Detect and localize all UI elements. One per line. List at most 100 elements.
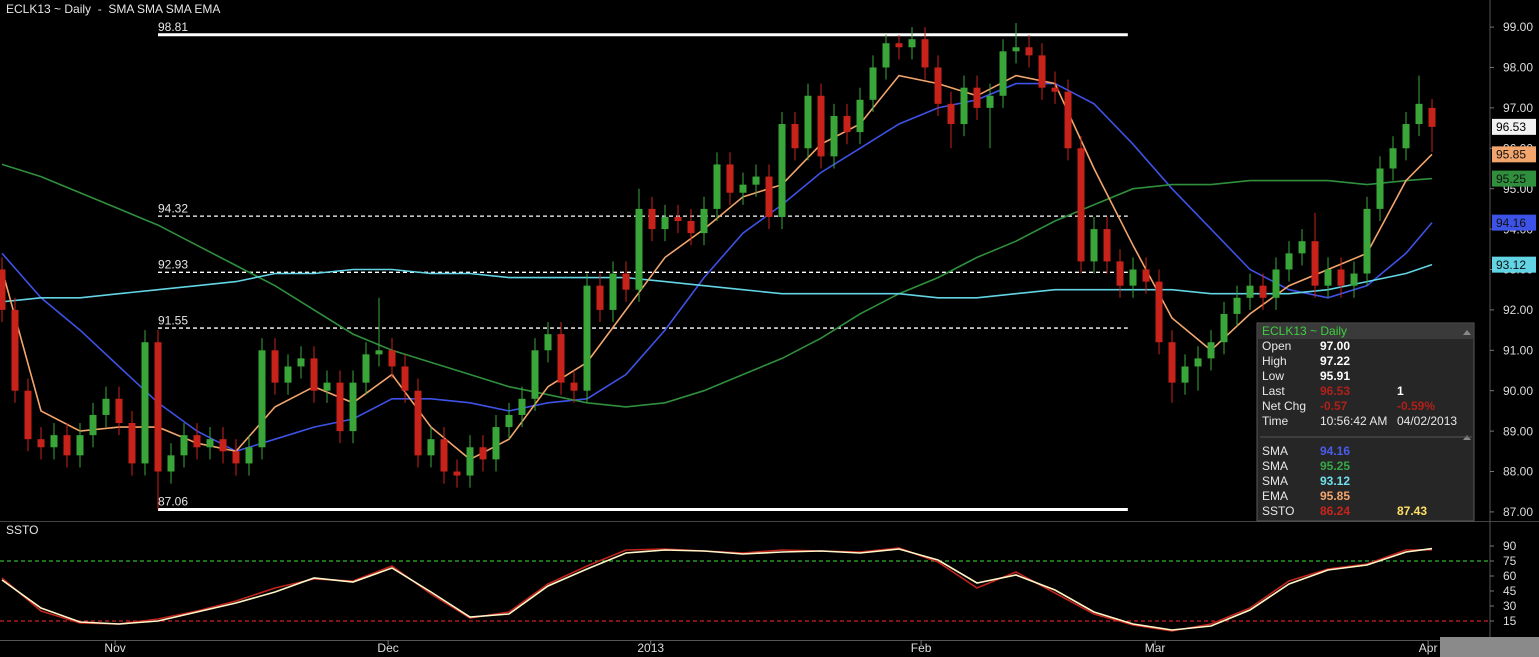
y-tick-label: 98.00 [1503, 61, 1533, 75]
study-value: 94.16 [1320, 444, 1350, 458]
candle-body [1389, 148, 1397, 169]
study-label: SMA [1262, 459, 1288, 473]
row-value: 97.00 [1320, 339, 1350, 353]
candle-body [284, 366, 292, 383]
candle-body [375, 350, 383, 355]
y-tick-label: 88.00 [1503, 465, 1533, 479]
candle-body [167, 455, 175, 472]
candle-body [1051, 87, 1059, 92]
candle-body [0, 269, 6, 310]
row-label: Net Chg [1262, 399, 1306, 413]
candle-body [310, 358, 318, 391]
value-badge-label: 95.25 [1496, 172, 1526, 186]
candle-body [219, 439, 227, 452]
level-label: 94.32 [158, 201, 188, 215]
y-tick-label: 91.00 [1503, 343, 1533, 357]
candle-body [1402, 124, 1410, 149]
collapse-icon[interactable] [1463, 330, 1471, 335]
row-label: High [1262, 354, 1287, 368]
candle-body [1311, 241, 1319, 286]
candle-body [1181, 366, 1189, 383]
candle-body [934, 67, 942, 104]
y-tick-label: 87.00 [1503, 505, 1533, 519]
candle-body [1415, 103, 1423, 125]
series-line [1, 547, 1433, 631]
candle-body [1428, 107, 1436, 127]
candle-body [765, 176, 773, 217]
y-tick-label: 45 [1503, 584, 1517, 598]
candle-body [1142, 269, 1150, 282]
candle-body [1207, 342, 1215, 359]
quote-panel: ECLK13 ~ Daily Open 97.00 High 97.22 Low… [1256, 322, 1475, 522]
candle-body [362, 354, 370, 383]
candle-body [388, 350, 396, 367]
series-line [1, 163, 1433, 408]
y-tick-label: 99.00 [1503, 20, 1533, 34]
value-badge [1492, 146, 1536, 163]
row-value: 96.53 [1320, 384, 1350, 398]
y-tick-label: 97.00 [1503, 101, 1533, 115]
candle-body [700, 208, 708, 234]
candle-body [401, 366, 409, 391]
value-badge [1492, 256, 1536, 273]
candle-body [635, 208, 643, 290]
candle-body [141, 342, 149, 464]
candle-body [518, 398, 526, 415]
candle-body [245, 447, 253, 464]
candle-body [128, 423, 136, 464]
candle-body [154, 342, 162, 472]
y-tick-label: 92.00 [1503, 303, 1533, 317]
candle-body [1025, 47, 1033, 56]
candle-body [336, 382, 344, 432]
x-tick-label: Dec [377, 641, 398, 655]
candle-body [739, 184, 747, 193]
y-tick-label: 60 [1503, 569, 1517, 583]
candle-body [557, 334, 565, 383]
candle-body [1129, 269, 1137, 286]
candle-body [648, 208, 656, 230]
value-badge [1492, 170, 1536, 187]
candle-body [37, 439, 45, 448]
candle-body [1363, 208, 1371, 274]
candle-body [1350, 273, 1358, 286]
x-tick-label: Apr [1419, 641, 1438, 655]
panel-box [1256, 322, 1475, 522]
candle-body [531, 350, 539, 399]
candle-body [89, 414, 97, 436]
candle-body [206, 439, 214, 448]
candle-body [1012, 47, 1020, 52]
candle-body [947, 103, 955, 125]
study-value: 95.85 [1320, 489, 1350, 503]
row-label: Open [1262, 339, 1291, 353]
study-label: SMA [1262, 474, 1288, 488]
candle-body [570, 382, 578, 391]
plot-layer: 87.0088.0089.0090.0091.0092.0093.0094.00… [0, 20, 1536, 655]
candle-body [856, 99, 864, 133]
y-tick-label: 15 [1503, 614, 1517, 628]
y-tick-label: 75 [1503, 554, 1517, 568]
candle-body [908, 39, 916, 48]
study-label: SSTO [1262, 504, 1294, 518]
candle-body [726, 164, 734, 193]
candle-body [674, 216, 682, 222]
candle-body [1298, 241, 1306, 254]
candle-body [63, 435, 71, 456]
candle-body [622, 273, 630, 290]
candle-body [687, 221, 695, 234]
candle-body [453, 471, 461, 476]
candle-body [778, 124, 786, 217]
value-badge-label: 95.85 [1496, 148, 1526, 162]
candle-body [973, 87, 981, 108]
value-badge-label: 94.16 [1496, 216, 1526, 230]
candle-body [791, 124, 799, 149]
panel-header [1258, 324, 1473, 339]
candle-body [492, 427, 500, 460]
y-tick-label: 89.00 [1503, 424, 1533, 438]
candle-body [258, 350, 266, 448]
candle-body [1103, 229, 1111, 262]
candle-body [414, 390, 422, 456]
candle-body [999, 51, 1007, 96]
scrollbar[interactable] [1440, 637, 1539, 657]
candle-body [596, 285, 604, 310]
